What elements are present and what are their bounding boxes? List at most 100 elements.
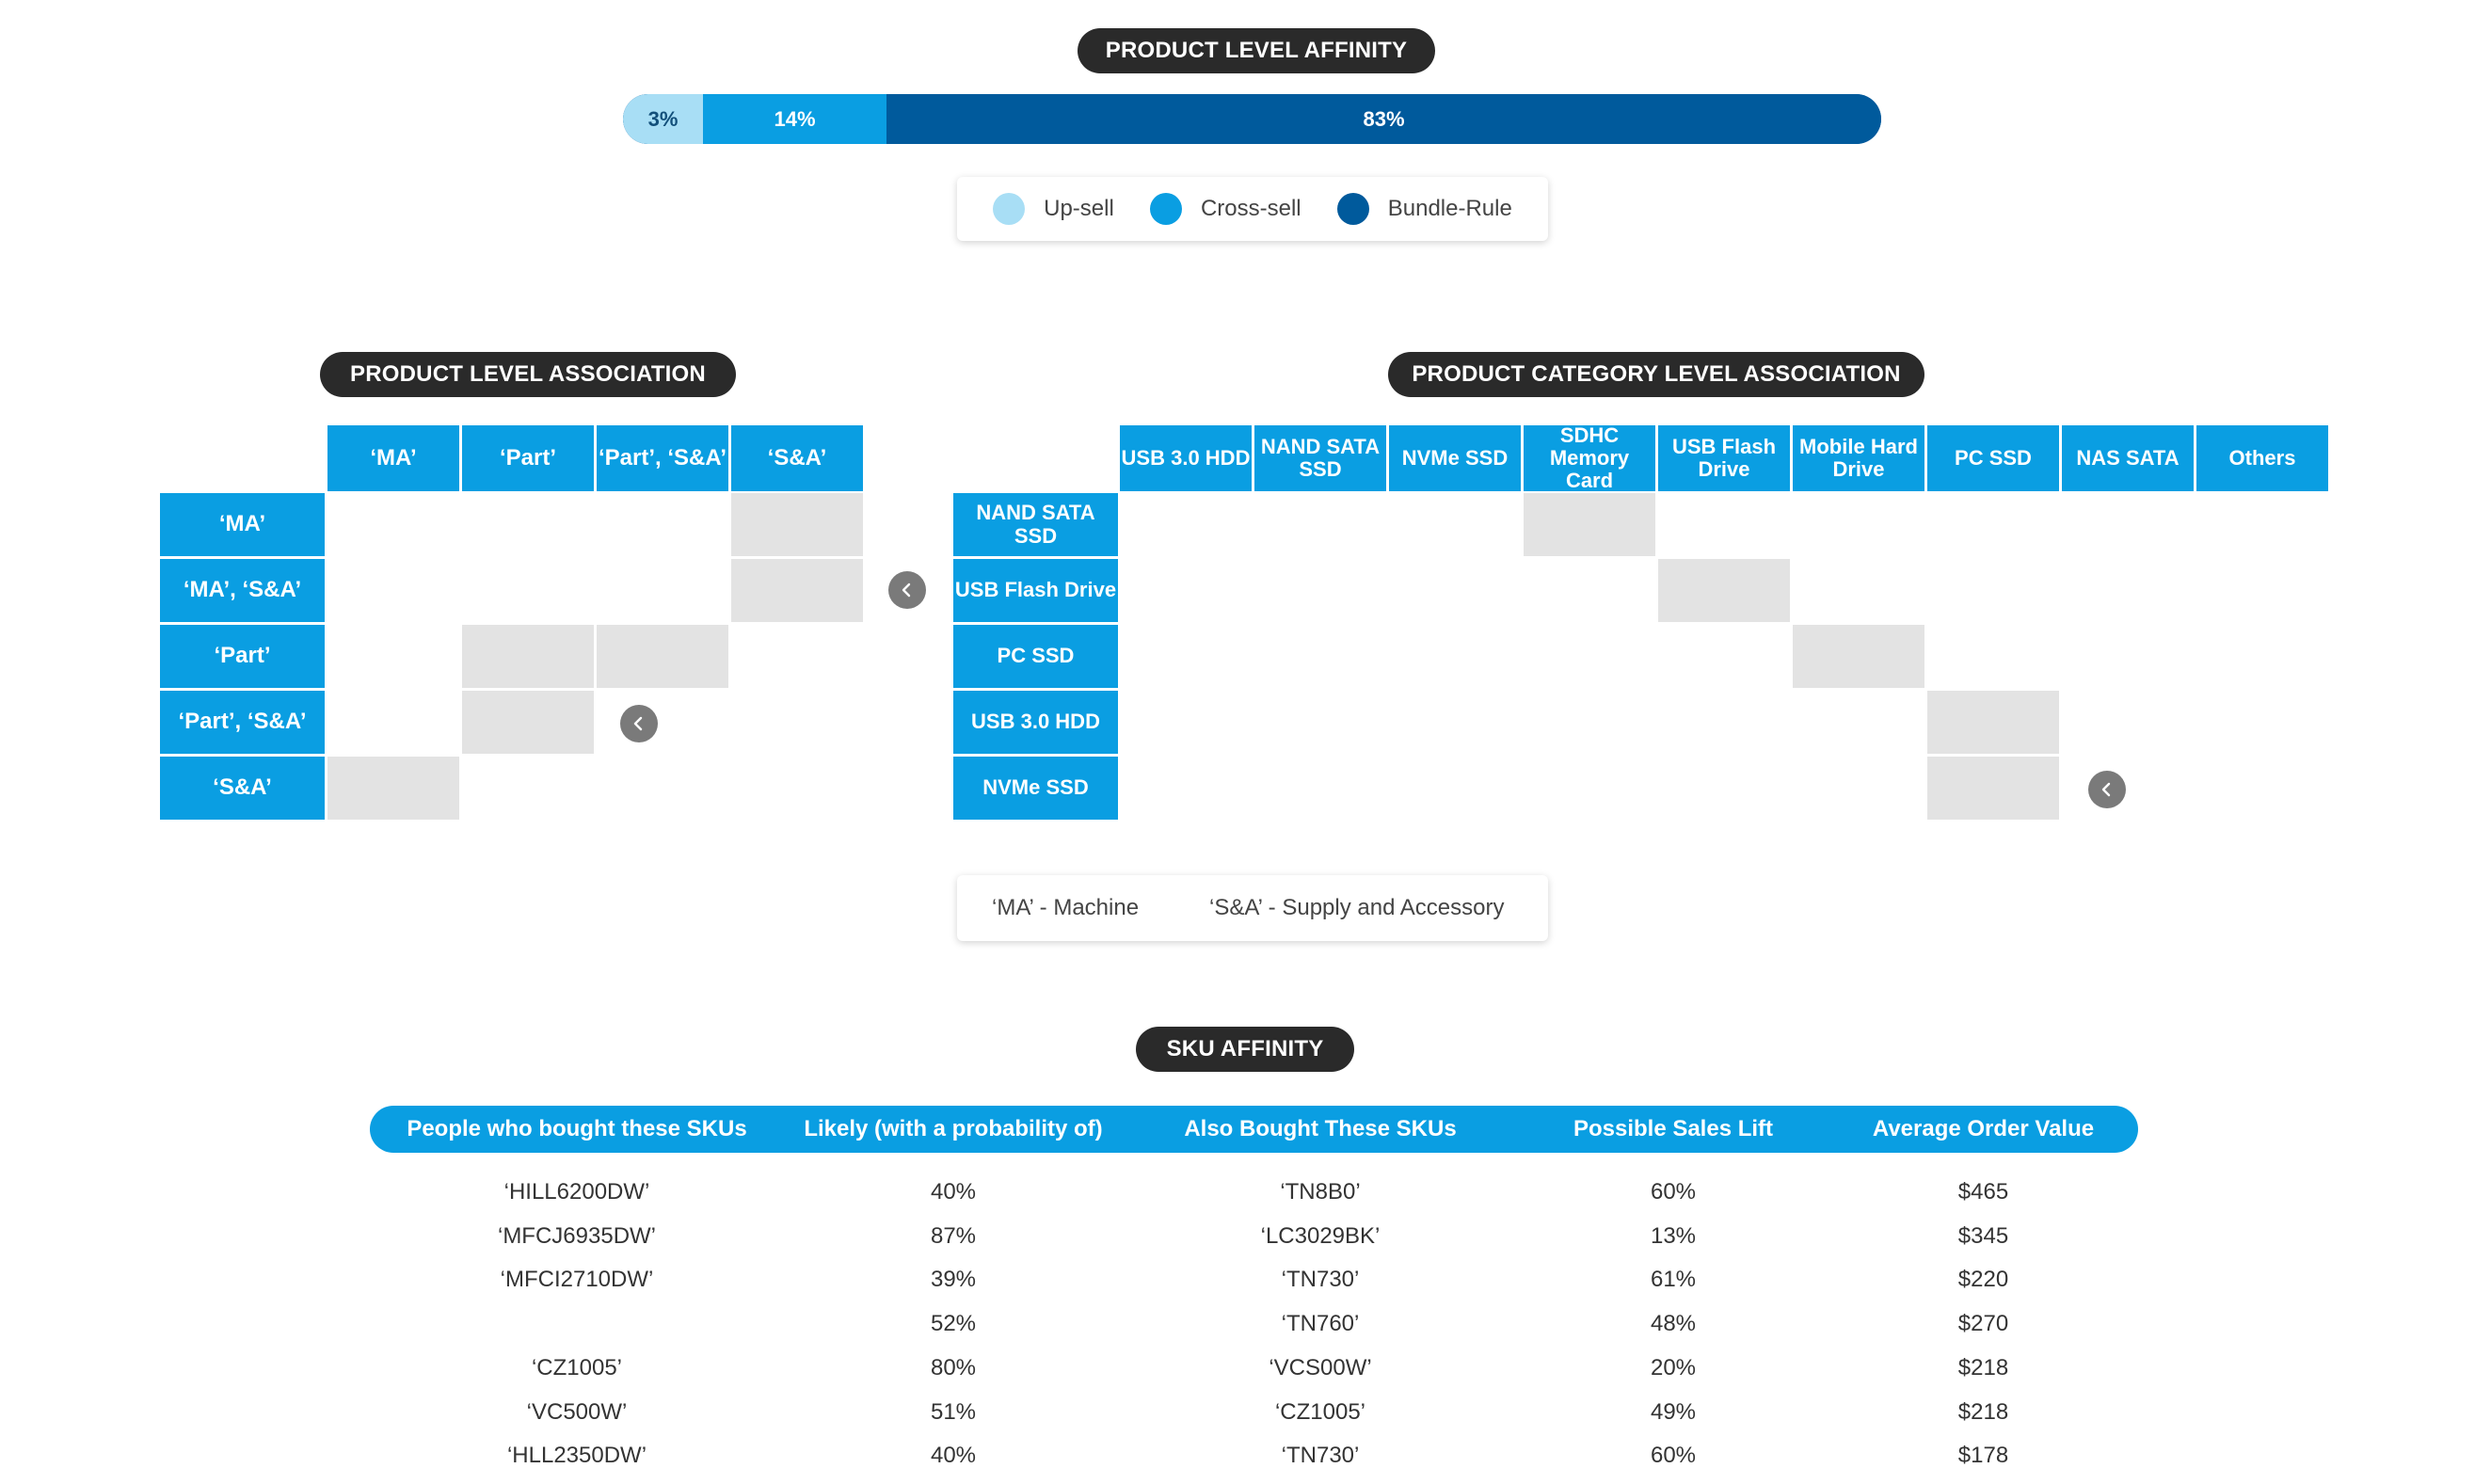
abbreviation-key: ‘MA’ - Machine ‘S&A’ - Supply and Access… — [957, 875, 1548, 941]
row-probability: 52% — [930, 1311, 977, 1337]
column-header: NAND SATA SSD — [1254, 425, 1386, 491]
row-bought-sku: ‘HLL2350DW’ — [506, 1443, 647, 1469]
header-bought-skus: People who bought these SKUs — [407, 1116, 747, 1141]
row-order-value: $218 — [1957, 1398, 2009, 1425]
row-order-value: $345 — [1957, 1222, 2009, 1249]
row-also-bought: ‘TN730’ — [1281, 1443, 1360, 1469]
product-grid-inner-prev-button[interactable] — [620, 705, 658, 742]
affinity-legend: Up-sell Cross-sell Bundle-Rule — [957, 177, 1548, 241]
row-also-bought: ‘VCS00W’ — [1269, 1354, 1372, 1380]
legend-upsell-label: Up-sell — [1044, 196, 1114, 221]
chevron-left-icon — [902, 582, 911, 598]
row-also-bought: ‘CZ1005’ — [1274, 1398, 1366, 1425]
row-bought-sku: ‘HILL6200DW’ — [503, 1179, 650, 1205]
row-sales-lift: 48% — [1650, 1311, 1697, 1337]
legend-upsell: Up-sell — [993, 193, 1114, 225]
row-sales-lift: 13% — [1650, 1222, 1697, 1249]
chevron-left-icon — [633, 716, 643, 731]
row-probability: 51% — [930, 1398, 977, 1425]
row-sales-lift: 49% — [1650, 1398, 1697, 1425]
header-probability: Likely (with a probability of) — [804, 1116, 1103, 1141]
association-cell — [1793, 625, 1924, 688]
column-header: ‘MA’ — [327, 425, 459, 491]
key-supply-accessory: ‘S&A’ - Supply and Accessory — [1209, 895, 1505, 920]
table-row: ‘MFCJ6935DW’ 87% ‘LC3029BK’ 13% $345 — [370, 1218, 2138, 1255]
table-row: ‘VC500W’ 51% ‘CZ1005’ 49% $218 — [370, 1394, 2138, 1431]
row-probability: 40% — [930, 1443, 977, 1469]
row-header: USB Flash Drive — [953, 559, 1118, 622]
row-sales-lift: 20% — [1650, 1354, 1697, 1380]
header-also-bought: Also Bought These SKUs — [1184, 1116, 1457, 1141]
association-cell — [597, 625, 728, 688]
column-header: Others — [2196, 425, 2328, 491]
table-row: ‘MFCI2710DW’ 39% ‘TN730’ 61% $220 — [370, 1261, 2138, 1299]
column-header: ‘S&A’ — [731, 425, 863, 491]
association-cell — [1658, 559, 1790, 622]
product-assoc-title: PRODUCT LEVEL ASSOCIATION — [320, 352, 736, 397]
row-header: USB 3.0 HDD — [953, 691, 1118, 754]
row-probability: 80% — [930, 1354, 977, 1380]
row-probability: 40% — [930, 1179, 977, 1205]
row-also-bought: ‘LC3029BK’ — [1260, 1222, 1381, 1249]
row-order-value: $220 — [1957, 1267, 2009, 1293]
row-header: ‘Part’ — [160, 625, 325, 688]
row-header: ‘Part’, ‘S&A’ — [160, 691, 325, 754]
association-cell — [1524, 493, 1655, 556]
bundle-rule-dot-icon — [1336, 193, 1369, 225]
row-probability: 39% — [930, 1267, 977, 1293]
column-header: ‘Part’, ‘S&A’ — [597, 425, 728, 491]
crosssell-dot-icon — [1149, 193, 1182, 225]
header-sales-lift: Possible Sales Lift — [1573, 1116, 1774, 1141]
sku-table-header: People who bought these SKUs Likely (wit… — [370, 1106, 2138, 1153]
row-order-value: $178 — [1957, 1443, 2009, 1469]
row-sales-lift: 60% — [1650, 1179, 1697, 1205]
column-header: USB Flash Drive — [1658, 425, 1790, 491]
legend-bundle-rule-label: Bundle-Rule — [1387, 196, 1512, 221]
row-order-value: $270 — [1957, 1311, 2009, 1337]
key-machine: ‘MA’ - Machine — [992, 895, 1140, 920]
legend-crosssell: Cross-sell — [1149, 193, 1301, 225]
category-grid-prev-button[interactable] — [2088, 771, 2126, 808]
association-cell — [731, 493, 863, 556]
affinity-bar: 3% 14% 83% — [623, 94, 1881, 144]
row-bought-sku — [370, 1305, 784, 1343]
bundle-rule-segment: 83% — [886, 94, 1881, 144]
category-assoc-title: PRODUCT CATEGORY LEVEL ASSOCIATION — [1388, 352, 1924, 397]
crosssell-segment: 14% — [703, 94, 886, 144]
column-header: USB 3.0 HDD — [1120, 425, 1252, 491]
column-header: ‘Part’ — [462, 425, 594, 491]
association-cell — [327, 757, 459, 820]
row-header: NVMe SSD — [953, 757, 1118, 820]
row-header: ‘S&A’ — [160, 757, 325, 820]
row-bought-sku: ‘MFCJ6935DW’ — [497, 1222, 657, 1249]
table-row: ‘CZ1005’ 80% ‘VCS00W’ 20% $218 — [370, 1349, 2138, 1387]
association-cell — [731, 559, 863, 622]
row-header: ‘MA’, ‘S&A’ — [160, 559, 325, 622]
association-cell — [462, 691, 594, 754]
column-header: SDHC Memory Card — [1524, 423, 1655, 492]
sku-affinity-title: SKU AFFINITY — [1136, 1027, 1354, 1072]
row-also-bought: ‘TN8B0’ — [1280, 1179, 1361, 1205]
table-row: ‘HLL2350DW’ 40% ‘TN730’ 60% $178 — [370, 1437, 2138, 1475]
row-sales-lift: 61% — [1650, 1267, 1697, 1293]
column-header: Mobile Hard Drive — [1793, 425, 1924, 491]
upsell-segment: 3% — [623, 94, 703, 144]
row-header: NAND SATA SSD — [953, 493, 1118, 556]
row-also-bought: ‘TN760’ — [1281, 1311, 1360, 1337]
row-probability: 87% — [930, 1222, 977, 1249]
chevron-left-icon — [2101, 782, 2111, 797]
column-header: NAS SATA — [2062, 425, 2194, 491]
row-order-value: $218 — [1957, 1354, 2009, 1380]
legend-crosssell-label: Cross-sell — [1200, 196, 1301, 221]
row-bought-sku: ‘VC500W’ — [526, 1398, 628, 1425]
table-row: ‘HILL6200DW’ 40% ‘TN8B0’ 60% $465 — [370, 1173, 2138, 1211]
upsell-dot-icon — [993, 193, 1026, 225]
row-bought-sku: ‘MFCI2710DW’ — [500, 1267, 654, 1293]
row-order-value: $465 — [1957, 1179, 2009, 1205]
row-header: PC SSD — [953, 625, 1118, 688]
header-order-value: Average Order Value — [1872, 1116, 2095, 1141]
table-row: 52% ‘TN760’ 48% $270 — [370, 1305, 2138, 1343]
row-also-bought: ‘TN730’ — [1281, 1267, 1360, 1293]
column-header: NVMe SSD — [1389, 425, 1521, 491]
product-grid-prev-button[interactable] — [888, 571, 926, 609]
